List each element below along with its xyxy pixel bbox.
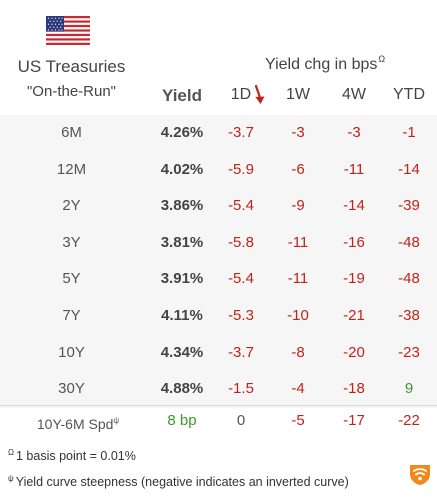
spread-change-ytd: -22 [398,412,420,429]
col-header-ytd[interactable]: YTD [393,86,425,103]
col-header-1w[interactable]: 1W [286,86,310,103]
spread-change-1d: 0 [236,412,246,429]
yield-value: 3.81% [160,233,204,251]
spread-value: 8 bp [167,412,197,429]
change-1d: -5.4 [228,197,254,215]
table-title: US Treasuries [17,57,126,76]
table-header: US Treasuries "On-the-Run" Yield chg in … [0,0,437,115]
spread-change-1w: -5 [291,412,305,429]
yield-change-title: Yield chg in bpsΩ [265,54,385,74]
change-1w: -6 [291,160,305,178]
yield-value: 3.86% [160,197,204,215]
col-header-1d[interactable]: 1D [230,86,252,103]
psi-footnote-marker: ψ [113,416,120,425]
change-ytd: 9 [404,380,414,398]
spread-change-4w: -17 [343,412,365,429]
change-4w: -14 [343,197,365,215]
change-ytd: -39 [398,197,420,215]
col-header-yield[interactable]: Yield [162,86,202,105]
yield-value: 4.34% [160,343,204,361]
change-4w: -19 [343,270,365,288]
change-1w: -8 [291,343,305,361]
table-row: 6M 4.26% -3.7 -3 -3 -1 [0,115,437,152]
change-1d: -1.5 [228,380,254,398]
yield-value: 4.11% [161,306,203,324]
change-1w: -9 [291,197,305,215]
change-ytd: -48 [398,270,420,288]
change-1w: -3 [291,124,305,141]
footnote-curve-steepness-text: Yield curve steepness (negative indicate… [15,475,349,489]
table-row: 7Y 4.11% -5.3 -10 -21 -38 [0,298,437,335]
maturity-label: 5Y [62,270,81,288]
table-row: 5Y 3.91% -5.4 -11 -19 -48 [0,261,437,298]
maturity-label: 2Y [62,197,81,215]
change-ytd: -23 [398,343,420,361]
change-4w: -21 [343,306,365,324]
maturity-label: 12M [56,160,87,178]
table-row: 10Y 4.34% -3.7 -8 -20 -23 [0,335,437,372]
change-ytd: -14 [398,160,420,178]
col-header-4w[interactable]: 4W [342,86,366,103]
change-4w: -16 [343,233,365,251]
yield-value: 4.26% [160,124,204,141]
us-flag-icon [46,16,90,45]
change-4w: -20 [343,343,365,361]
maturity-label: 6M [61,124,82,141]
change-1d: -3.7 [228,124,254,141]
table-subtitle: "On-the-Run" [26,83,117,100]
table-row: 12M 4.02% -5.9 -6 -11 -14 [0,152,437,189]
maturity-label: 7Y [62,306,81,324]
table-row: 30Y 4.88% -1.5 -4 -18 9 [0,371,437,408]
change-1d: -5.9 [228,160,254,178]
spread-row: 10Y-6M Spdψ 8 bp 0 -5 -17 -22 [0,405,437,438]
yield-value: 4.02% [160,160,204,178]
maturity-label: 3Y [62,233,81,251]
change-1w: -11 [287,233,309,251]
change-4w: -11 [343,160,365,178]
psi-footnote-marker: ψ [8,474,14,483]
yield-value: 4.88% [160,380,204,398]
change-4w: -18 [343,380,365,398]
footnote-basis-point-text: 1 basis point = 0.01% [15,449,136,463]
footnote-curve-steepness: ψ Yield curve steepness (negative indicat… [8,474,349,489]
spread-label: 10Y-6M Spdψ [4,406,152,439]
maturity-label: 10Y [58,343,85,361]
omega-footnote-marker: Ω [8,448,14,457]
treasury-table-body: 6M 4.26% -3.7 -3 -3 -1 12M 4.02% -5.9 -6… [0,115,437,408]
change-ytd: -1 [402,124,416,141]
spread-label-text: 10Y-6M Spd [36,416,114,432]
change-4w: -3 [347,124,361,141]
yield-value: 3.91% [160,270,204,288]
change-1w: -4 [291,380,305,398]
change-1d: -3.7 [228,343,254,361]
yield-change-title-text: Yield chg in bps [265,56,378,73]
change-1d: -5.4 [228,270,254,288]
change-1w: -11 [287,270,309,288]
change-ytd: -48 [398,233,420,251]
table-row: 3Y 3.81% -5.8 -11 -16 -48 [0,225,437,262]
wifi-shield-logo-icon[interactable] [408,462,432,486]
table-row: 2Y 3.86% -5.4 -9 -14 -39 [0,188,437,225]
sort-down-arrow-icon[interactable] [252,84,266,106]
maturity-label: 30Y [58,380,85,398]
change-1w: -10 [287,306,309,324]
omega-footnote-marker: Ω [378,54,386,64]
change-1d: -5.3 [228,306,254,324]
change-ytd: -38 [398,306,420,324]
change-1d: -5.8 [228,233,254,251]
